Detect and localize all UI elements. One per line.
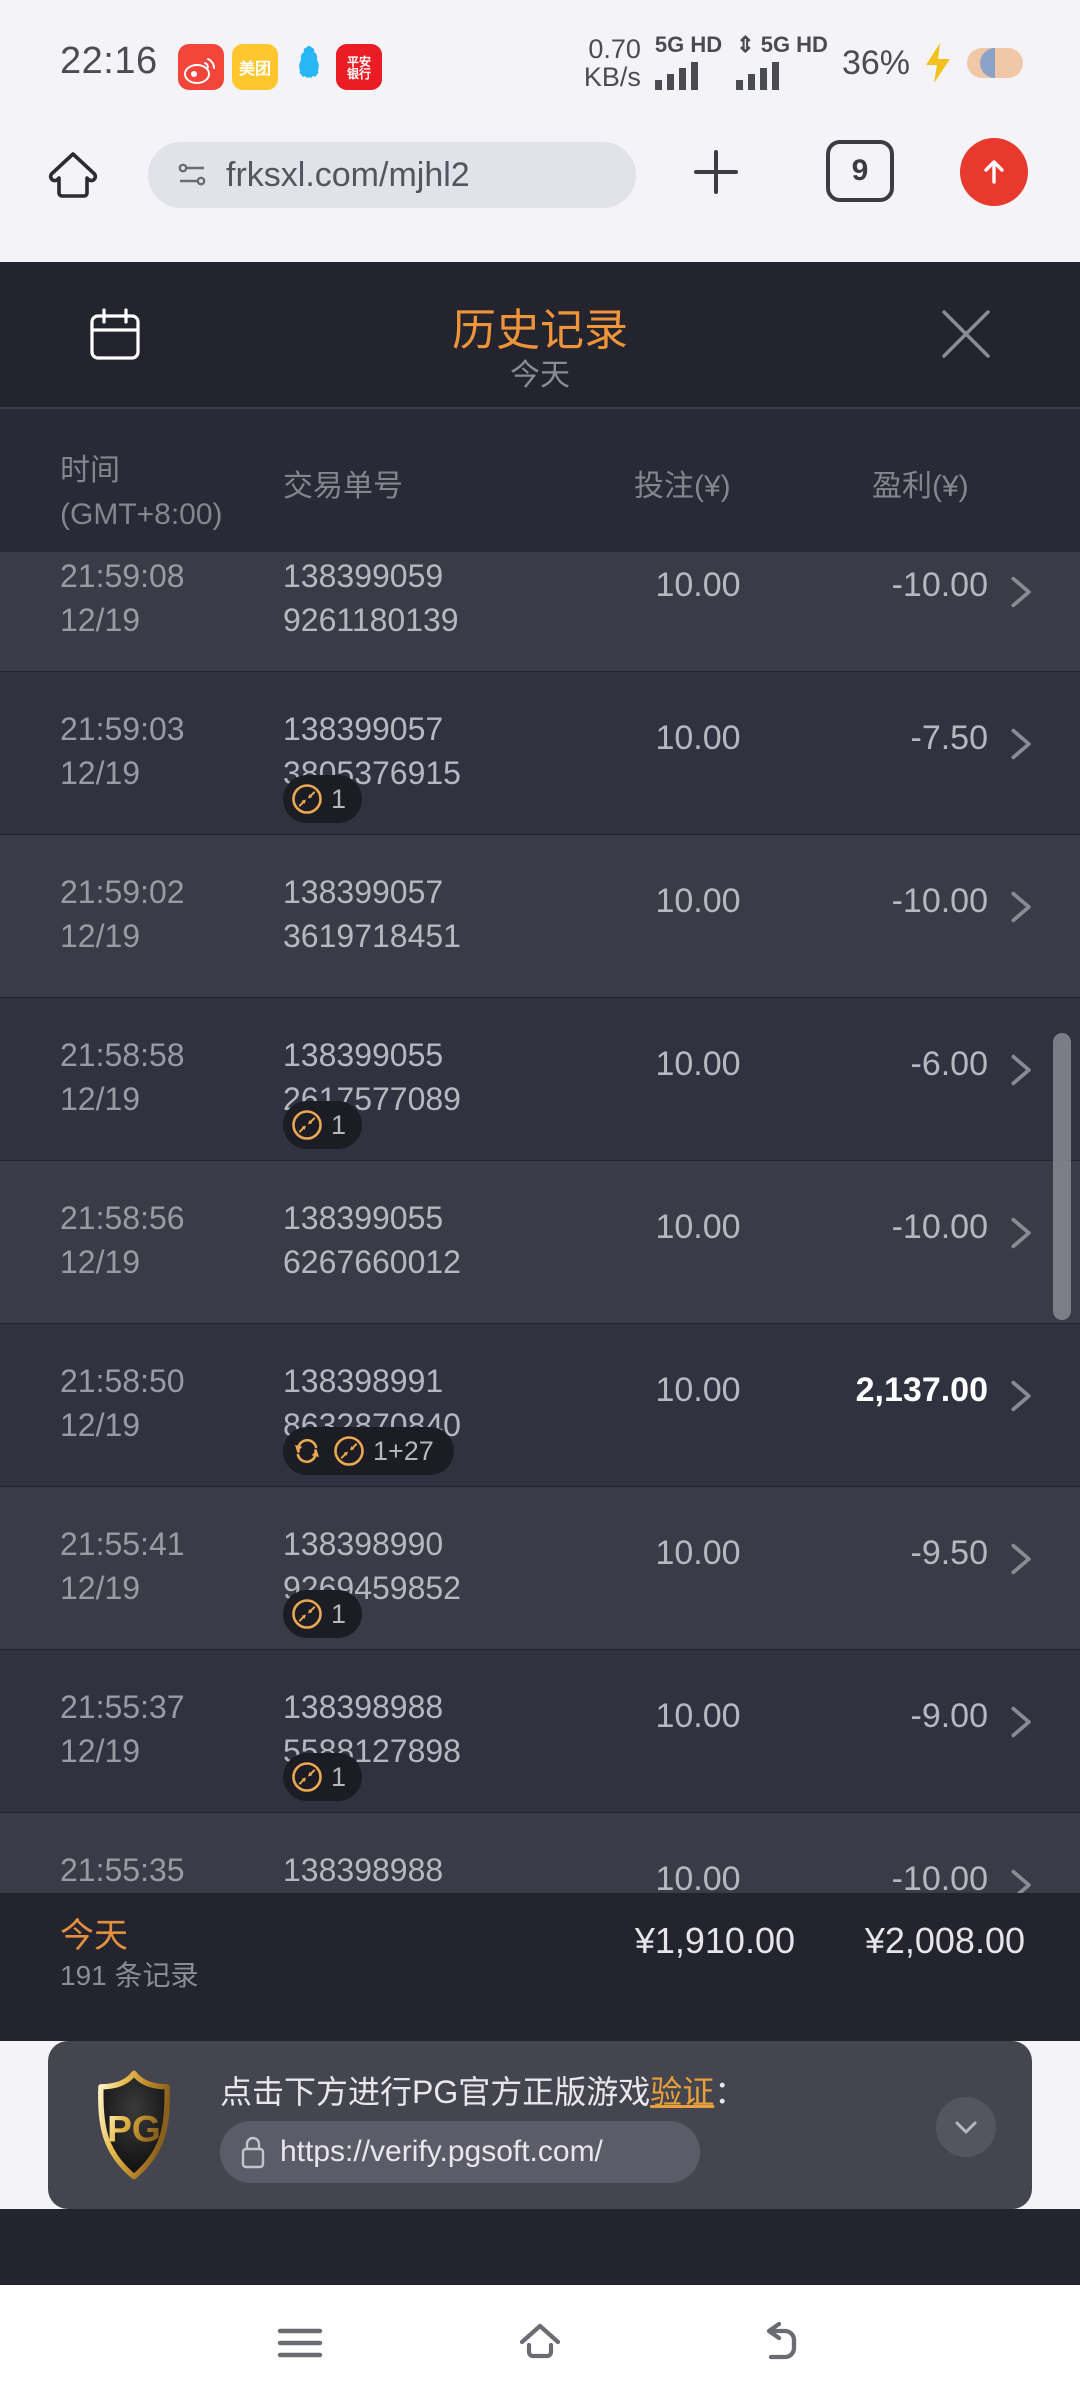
- svg-text:美团: 美团: [239, 59, 271, 78]
- svg-text:PG: PG: [107, 2108, 161, 2150]
- svg-text:银行: 银行: [347, 66, 371, 81]
